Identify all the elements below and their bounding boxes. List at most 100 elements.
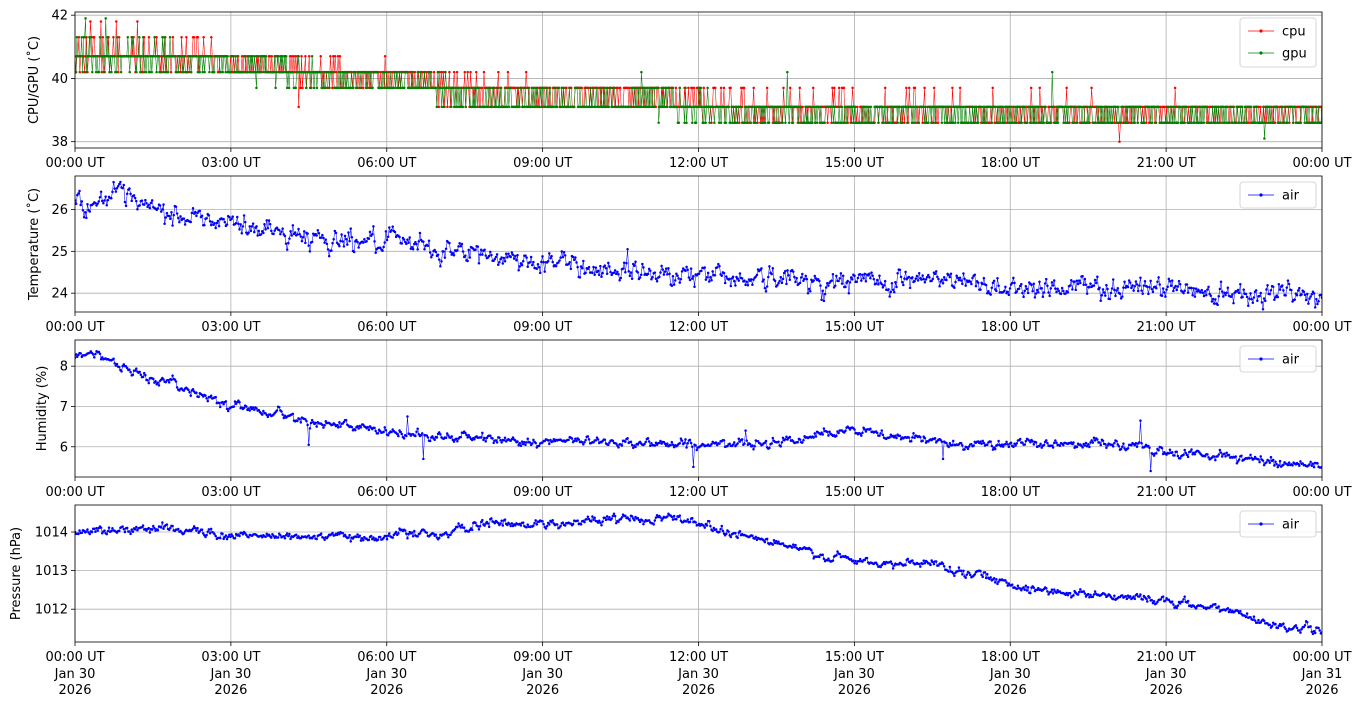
data-point xyxy=(247,231,250,234)
data-point xyxy=(659,105,662,109)
data-point xyxy=(822,427,826,430)
data-point xyxy=(111,526,114,530)
data-point xyxy=(1178,457,1182,460)
data-point xyxy=(1261,121,1264,124)
data-point xyxy=(486,105,490,109)
data-point xyxy=(923,121,926,124)
data-point xyxy=(346,243,349,246)
data-point xyxy=(1111,121,1114,124)
data-point xyxy=(846,279,849,283)
data-point xyxy=(1099,121,1103,124)
data-point xyxy=(350,425,354,429)
data-point xyxy=(240,232,244,235)
data-point xyxy=(1173,105,1177,109)
data-point xyxy=(1310,464,1314,468)
data-point xyxy=(646,272,650,276)
data-point xyxy=(898,105,901,109)
data-point xyxy=(131,36,134,39)
data-point xyxy=(371,233,374,236)
data-point xyxy=(785,105,788,109)
data-point xyxy=(250,225,254,228)
x-tick-label: 00:00 UT xyxy=(45,156,104,171)
data-point xyxy=(130,55,133,58)
data-point xyxy=(331,55,335,58)
data-point xyxy=(1026,121,1029,124)
data-point xyxy=(523,440,526,444)
data-point xyxy=(713,121,716,124)
data-point xyxy=(605,86,609,90)
data-point xyxy=(1151,290,1155,294)
data-point xyxy=(1000,105,1003,109)
data-point xyxy=(653,271,657,274)
data-point xyxy=(659,271,662,274)
data-point xyxy=(835,274,838,278)
data-point xyxy=(776,284,779,287)
data-point xyxy=(688,438,692,442)
y-tick-label: 40 xyxy=(51,72,68,87)
data-point xyxy=(694,444,697,447)
data-point xyxy=(1167,105,1170,109)
data-point xyxy=(532,260,535,264)
data-point xyxy=(264,228,267,231)
data-point xyxy=(301,86,304,90)
data-point xyxy=(576,265,579,269)
data-point xyxy=(166,378,170,382)
data-point xyxy=(322,236,325,240)
data-point xyxy=(853,105,856,109)
data-point xyxy=(1278,288,1282,291)
data-point xyxy=(689,441,693,445)
data-point xyxy=(1259,455,1262,458)
data-point xyxy=(557,86,561,90)
data-point xyxy=(203,70,206,74)
data-point xyxy=(243,220,247,224)
data-point xyxy=(147,381,150,385)
data-point xyxy=(551,440,554,443)
data-point xyxy=(1102,121,1106,124)
data-point xyxy=(610,273,613,277)
data-point xyxy=(1054,287,1057,290)
data-point xyxy=(312,86,316,90)
data-point xyxy=(670,86,674,90)
data-point xyxy=(1190,448,1193,451)
data-point xyxy=(1057,289,1061,293)
data-point xyxy=(913,279,916,283)
data-point xyxy=(732,279,736,283)
data-point xyxy=(722,86,726,90)
data-point xyxy=(540,105,543,109)
data-point xyxy=(328,86,331,90)
data-point xyxy=(466,70,469,74)
data-point xyxy=(1024,439,1028,443)
legend: air xyxy=(1239,345,1317,373)
data-point xyxy=(158,204,162,207)
data-point xyxy=(389,70,393,74)
legend-marker-gpu xyxy=(1259,51,1263,55)
data-point xyxy=(1153,105,1157,109)
data-point xyxy=(419,70,422,74)
data-point xyxy=(132,194,136,197)
data-point xyxy=(499,439,502,442)
data-point xyxy=(1032,105,1036,109)
data-point xyxy=(948,275,952,279)
data-point xyxy=(248,409,251,412)
data-point xyxy=(930,121,933,124)
data-point xyxy=(240,55,244,58)
data-point xyxy=(1007,105,1011,109)
data-point xyxy=(813,121,817,124)
data-point xyxy=(708,280,711,283)
data-point xyxy=(906,121,909,124)
data-point xyxy=(842,86,846,90)
data-point xyxy=(331,241,334,245)
data-point xyxy=(936,121,940,124)
data-point xyxy=(560,250,564,253)
data-point xyxy=(253,408,256,411)
data-point xyxy=(341,70,345,74)
data-point xyxy=(684,269,687,273)
data-point xyxy=(207,214,211,217)
data-point xyxy=(584,438,587,442)
data-point xyxy=(441,86,444,90)
data-point xyxy=(253,55,256,58)
data-point xyxy=(603,264,607,267)
data-point xyxy=(202,36,205,39)
data-point xyxy=(939,105,943,109)
data-point xyxy=(832,121,835,124)
